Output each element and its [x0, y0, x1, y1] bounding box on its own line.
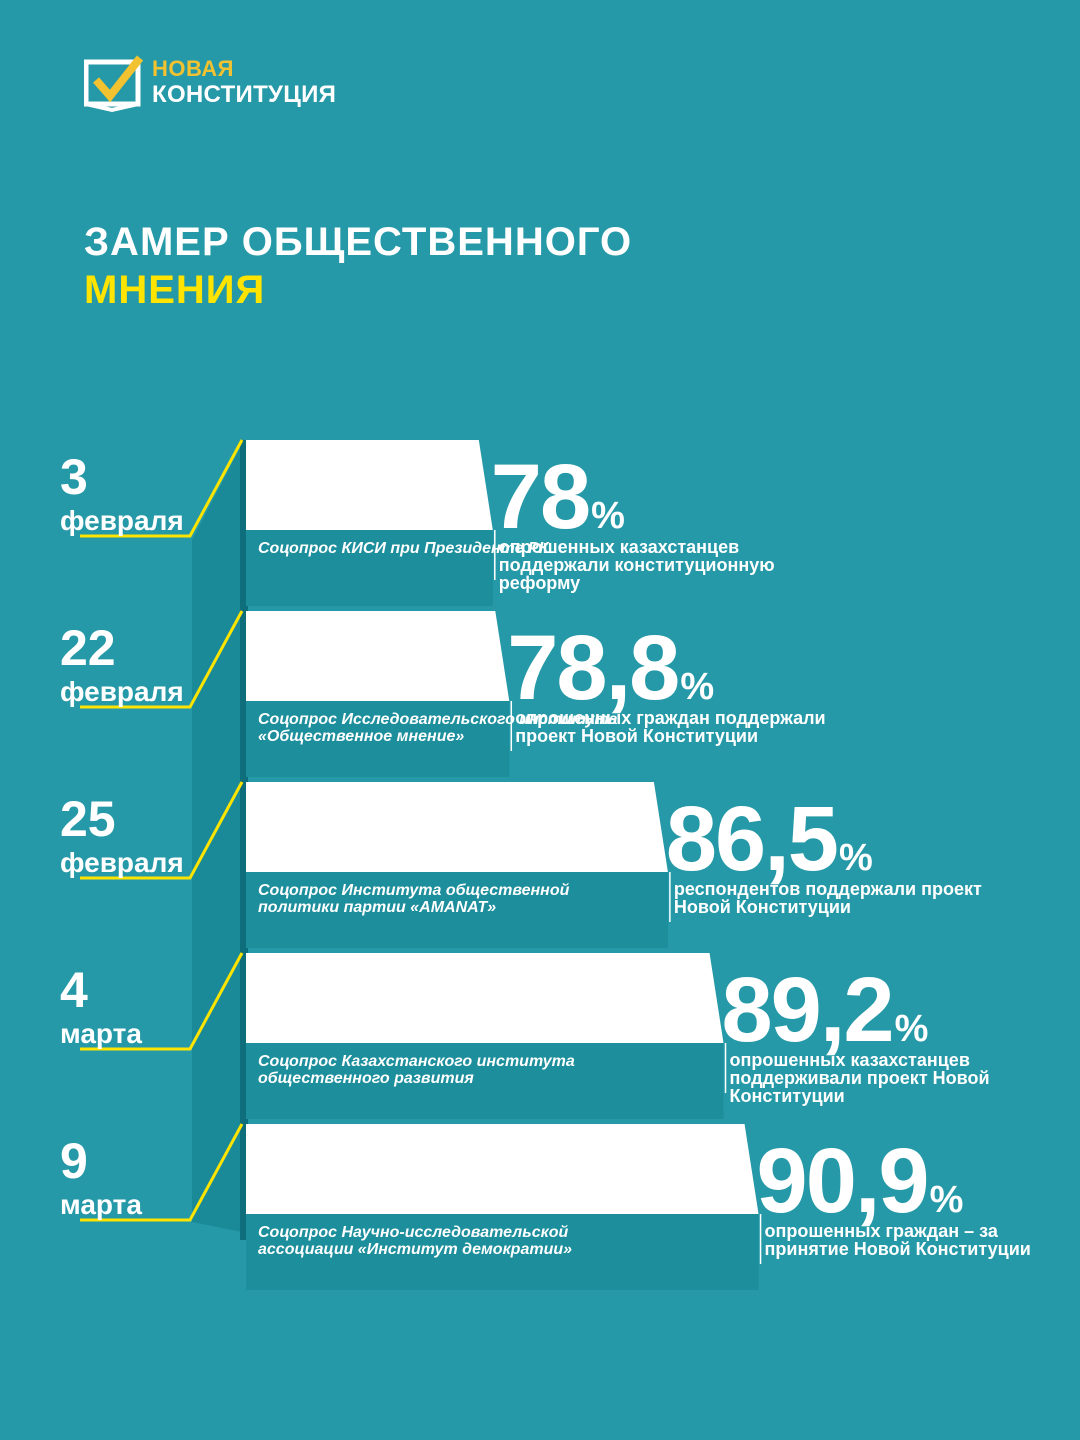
pillar-side — [192, 444, 242, 1232]
source-label-2: Соцопрос Исследовательского института «О… — [258, 711, 618, 745]
date-label-3: 25 февраля — [60, 794, 184, 878]
source-band-2 — [246, 701, 510, 777]
value-number: 78,8 — [507, 617, 680, 719]
title-line-1: ЗАМЕР ОБЩЕСТВЕННОГО — [84, 220, 633, 264]
date-month: марта — [60, 1018, 142, 1049]
date-connector-5 — [80, 1123, 244, 1222]
value-number: 86,5 — [665, 788, 839, 890]
value-unit: % — [680, 666, 715, 708]
page-title: ЗАМЕР ОБЩЕСТВЕННОГО МНЕНИЯ — [84, 218, 632, 314]
value-label-4: 89,2% — [722, 964, 929, 1082]
date-day: 22 — [60, 620, 116, 676]
value-label-5: 90,9% — [757, 1135, 964, 1253]
date-day: 3 — [60, 449, 88, 505]
source-label-4: Соцопрос Казахстанского института общест… — [258, 1053, 575, 1087]
bar-5 — [246, 1124, 759, 1214]
date-month: февраля — [60, 505, 184, 536]
source-band-5 — [246, 1214, 759, 1290]
value-unit: % — [929, 1179, 964, 1221]
value-description-4: опрошенных казахстанцев поддерживали про… — [729, 1050, 990, 1106]
date-label-2: 22 февраля — [60, 623, 184, 707]
value-unit: % — [591, 495, 625, 537]
bar-1 — [246, 440, 493, 530]
source-band-3 — [246, 872, 668, 948]
checkmark-book-icon — [84, 55, 144, 113]
date-connector-3 — [80, 781, 244, 880]
bar-2 — [246, 611, 510, 701]
date-month: марта — [60, 1189, 142, 1220]
date-month: февраля — [60, 847, 184, 878]
source-band-1 — [246, 530, 493, 606]
pillar-edge — [240, 440, 248, 1240]
value-number: 78 — [490, 446, 591, 548]
date-day: 9 — [60, 1133, 88, 1189]
date-connector-4 — [80, 952, 244, 1051]
bar-3 — [246, 782, 668, 872]
value-unit: % — [838, 837, 873, 879]
value-description-5: опрошенных граждан – за принятие Новой К… — [764, 1221, 1031, 1259]
value-description-3: респондентов поддержали проект Новой Кон… — [673, 879, 982, 917]
logo: НОВАЯ КОНСТИТУЦИЯ — [84, 54, 336, 114]
value-unit: % — [894, 1008, 929, 1050]
date-day: 4 — [60, 962, 88, 1018]
value-description-2: опрошенных граждан поддержали проект Нов… — [515, 708, 826, 746]
source-label-5: Соцопрос Научно-исследовательской ассоци… — [258, 1224, 573, 1258]
bar-4 — [246, 953, 724, 1043]
date-connector-2 — [80, 610, 244, 709]
date-label-5: 9 марта — [60, 1136, 142, 1220]
source-band-4 — [246, 1043, 724, 1119]
value-description-1: опрошенных казахстанцев поддержали конст… — [498, 537, 775, 593]
logo-line-2: КОНСТИТУЦИЯ — [152, 81, 337, 108]
date-day: 25 — [60, 791, 116, 847]
source-label-3: Соцопрос Института общественной политики… — [258, 882, 570, 916]
logo-text: НОВАЯ КОНСТИТУЦИЯ — [152, 56, 336, 108]
date-label-1: 3 февраля — [60, 452, 184, 536]
value-label-2: 78,8% — [507, 622, 715, 740]
value-label-1: 78% — [491, 451, 625, 569]
value-number: 90,9 — [756, 1130, 930, 1232]
value-label-3: 86,5% — [666, 793, 873, 911]
logo-line-1: НОВАЯ — [152, 56, 234, 81]
title-line-2: МНЕНИЯ — [84, 268, 266, 312]
source-label-1: Соцопрос КИСИ при Президенте РК — [258, 540, 549, 557]
value-number: 89,2 — [721, 959, 895, 1061]
date-label-4: 4 марта — [60, 965, 142, 1049]
date-connector-1 — [80, 439, 244, 538]
date-month: февраля — [60, 676, 184, 707]
